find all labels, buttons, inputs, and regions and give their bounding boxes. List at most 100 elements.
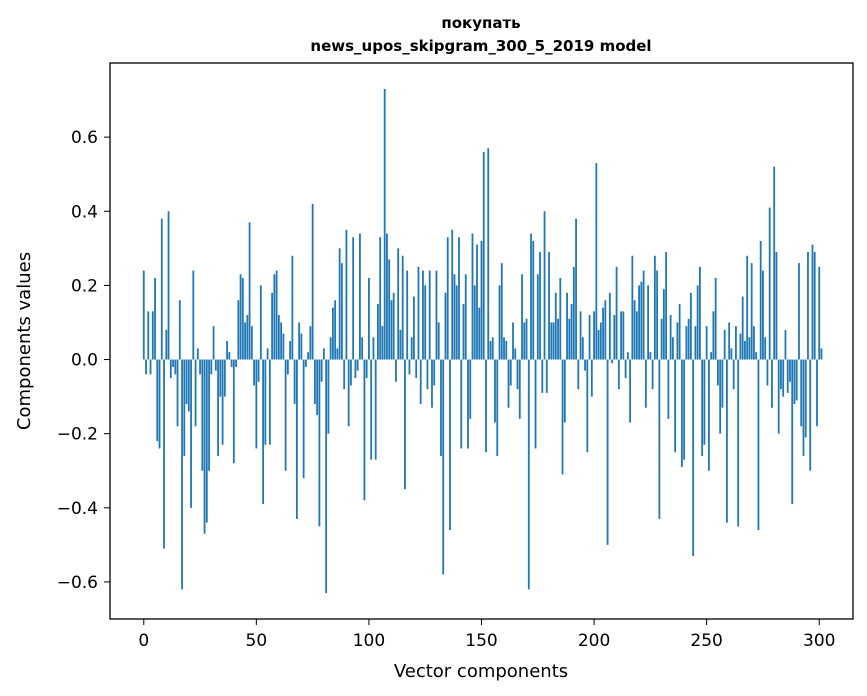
bar: [696, 285, 699, 360]
bar: [602, 307, 604, 360]
bar: [647, 285, 650, 360]
bar: [638, 285, 641, 360]
y-tick-label: −0.6: [57, 573, 98, 593]
bar: [748, 337, 751, 360]
bar: [660, 318, 663, 360]
bar: [579, 311, 582, 360]
bar: [428, 270, 431, 360]
bar: [169, 359, 172, 379]
bar: [473, 285, 476, 360]
bar: [368, 277, 370, 360]
bar: [298, 322, 301, 360]
bar: [417, 266, 420, 360]
bar: [255, 359, 258, 449]
bar: [766, 359, 769, 386]
bar: [332, 307, 334, 360]
bar: [699, 266, 701, 360]
bar: [158, 359, 161, 449]
bar: [460, 359, 463, 449]
bar: [518, 359, 521, 419]
bar: [777, 359, 780, 434]
bar: [611, 359, 613, 364]
bar: [516, 359, 519, 390]
bar: [451, 229, 454, 360]
bar: [201, 359, 204, 471]
bar: [624, 359, 627, 379]
bar: [665, 252, 668, 360]
bar: [219, 359, 222, 397]
bar: [644, 359, 647, 408]
bar: [363, 359, 366, 501]
bar: [635, 311, 638, 360]
bar: [780, 359, 782, 390]
bar: [458, 237, 460, 360]
x-tick-label: 100: [353, 631, 385, 651]
bar: [496, 359, 499, 456]
bar: [316, 359, 319, 416]
bar: [293, 359, 296, 405]
bar: [489, 341, 492, 360]
bar: [626, 352, 629, 360]
bar: [437, 322, 440, 360]
bar: [674, 359, 677, 453]
bar: [142, 270, 145, 360]
bar: [813, 252, 816, 360]
bar: [491, 337, 494, 360]
bar: [300, 333, 303, 360]
bar: [653, 255, 656, 360]
bar: [687, 318, 690, 360]
bar: [347, 359, 350, 427]
bar: [678, 303, 681, 360]
bar: [239, 274, 242, 360]
bar: [424, 285, 427, 360]
bar: [167, 211, 170, 360]
bar: [615, 266, 618, 360]
bar: [656, 270, 659, 360]
bar: [640, 281, 643, 360]
bar: [536, 274, 539, 360]
bar: [336, 348, 339, 360]
bar: [374, 359, 377, 460]
bar: [210, 359, 213, 375]
bar: [471, 233, 474, 360]
bar: [559, 277, 562, 360]
bar: [480, 240, 483, 360]
bar: [741, 296, 744, 360]
bar: [487, 148, 490, 360]
bar: [455, 285, 458, 360]
bar: [356, 359, 359, 371]
bar: [352, 237, 355, 360]
bar: [399, 329, 402, 360]
bar: [329, 337, 332, 360]
bar: [203, 359, 206, 534]
bar: [525, 318, 528, 360]
bar: [408, 359, 411, 375]
x-tick-label: 300: [803, 631, 835, 651]
bar: [322, 348, 325, 360]
y-tick-label: 0.2: [71, 276, 98, 296]
bar: [728, 322, 731, 360]
bar: [606, 359, 609, 545]
bar: [726, 359, 728, 523]
bar: [435, 270, 438, 360]
x-axis: 0 50 100 150 200 250 300: [138, 619, 835, 651]
bar: [237, 300, 240, 360]
bar: [561, 359, 564, 475]
bar: [320, 359, 323, 382]
bar: [739, 333, 742, 360]
bar: [413, 296, 415, 360]
y-axis: −0.6 −0.4 −0.2 0.0 0.2 0.4 0.6: [57, 128, 110, 593]
bar: [196, 348, 199, 360]
bar: [147, 311, 150, 360]
bar: [662, 289, 665, 360]
bar: [149, 359, 152, 375]
bar: [467, 359, 469, 449]
bar: [372, 337, 375, 360]
bar: [462, 303, 465, 360]
bar: [334, 300, 337, 360]
bar: [259, 285, 262, 360]
bar: [550, 322, 553, 360]
bar: [789, 359, 791, 382]
bar: [732, 359, 735, 390]
